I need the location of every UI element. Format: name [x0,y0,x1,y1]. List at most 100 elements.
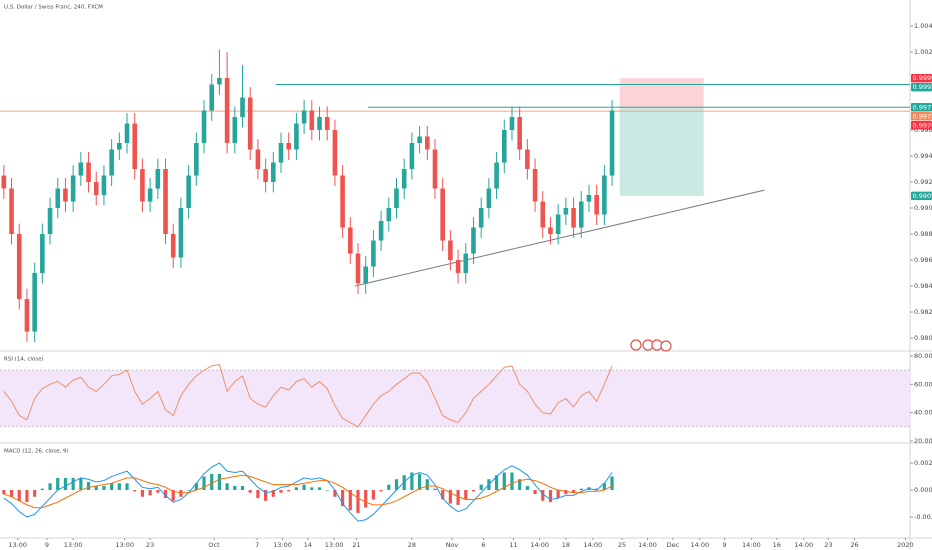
x-tick-label: 16 [773,541,781,549]
macd-histogram-bar [94,485,98,491]
candle-body [371,240,376,267]
macd-histogram-bar [340,490,345,507]
price-label: 0.99094 [913,192,932,200]
macd-histogram-bar [410,472,414,491]
macd-histogram-bar [202,476,206,491]
pane-title: RSI (14, close) [4,357,44,363]
stop-zone [619,78,704,108]
y-tick-label: 0.00000 [914,486,932,494]
candle-body [532,169,538,202]
macd-histogram-bar [256,490,260,499]
macd-histogram-bar [133,490,137,492]
x-tick-label: 13:00 [325,541,344,549]
candle-body [486,188,492,209]
macd-histogram-bar [140,490,145,497]
macd-histogram-bar [302,484,306,491]
event-icon[interactable] [660,340,672,352]
candle-body [317,117,322,131]
macd-histogram-bar [2,490,6,495]
x-tick-label: 14:00 [638,541,657,549]
candle-body [117,143,122,150]
macd-histogram-bar [248,490,252,493]
price-label-bg [911,103,932,112]
trend-line [354,189,765,287]
event-icons[interactable] [630,339,672,352]
candle-body [355,253,361,284]
macd-histogram-bar [464,490,468,500]
x-tick-label: 11 [509,541,517,549]
x-tick-label: 7 [255,541,259,549]
macd-line [3,462,613,522]
candle-body [271,162,276,183]
candle-body [340,175,345,228]
candle-body [494,162,499,189]
pane-title: MACD (12, 26, close, 9) [4,449,69,455]
candle-body [294,123,299,150]
y-tick-label: 0.98000 [914,334,932,342]
candle-body [509,117,515,131]
x-tick-label: Oct [208,541,220,549]
candle-body [178,208,184,258]
macd-histogram-bar [348,490,352,511]
x-tick-label: 14:00 [530,541,549,549]
macd-histogram-bar [40,488,44,491]
candle-body [440,188,445,241]
x-tick-label: 23 [146,541,154,549]
event-icon[interactable] [630,339,642,351]
candle-body [501,130,507,163]
macd-histogram-bar [533,490,537,495]
candle-body [455,260,461,274]
candle-body [63,188,68,202]
macd-histogram-bar [425,479,429,491]
candle-body [525,149,530,170]
macd-histogram-bar [187,490,191,491]
candle-body [109,149,114,176]
candle-body [186,175,191,209]
x-tick-label: 23 [824,541,832,549]
price-label: 0.99999 [913,74,932,82]
x-tick-label: 14:00 [742,541,761,549]
macd-histogram-bar [595,488,599,491]
rsi-line [3,363,613,428]
candle-body [70,175,76,202]
macd-histogram-bar [110,483,114,491]
macd-histogram-bar [264,490,268,501]
candle-body [93,182,99,196]
y-tick-label: 1.00400 [914,22,932,30]
x-tick-label: 6 [481,541,485,549]
macd-histogram-bar [171,490,175,501]
candle-body [40,234,45,274]
macd-histogram-bar [471,490,476,492]
x-tick-label: 14:00 [794,541,813,549]
candle-body [232,117,238,144]
x-tick-label: 28 [408,541,416,549]
macd-histogram-bar [518,479,522,491]
macd-histogram-bar [240,485,245,491]
macd-histogram-bar [71,477,75,491]
candle-body [301,110,307,124]
candle-body [324,117,330,131]
candle-body [255,149,261,170]
macd-histogram-bar [433,488,437,491]
macd-histogram-bar [17,490,21,501]
x-tick-label: 25 [618,541,626,549]
candle-body [263,169,268,183]
macd-histogram-bar [448,490,452,504]
macd-histogram-bar [194,483,198,491]
candle-body [140,169,145,202]
candle-body [163,169,168,235]
candle-body [378,221,384,241]
macd-histogram-bar [63,477,68,491]
macd-histogram-bar [510,472,514,491]
candle-body [571,208,576,228]
macd-histogram-bar [148,490,152,496]
y-tick-label: 20.00 [914,437,932,445]
price-label-bg [911,82,932,92]
y-tick-label: 0.98600 [914,256,932,264]
macd-histogram-bar [379,490,383,492]
x-tick-label: 13:00 [64,541,83,549]
candle-body [463,253,469,274]
macd-histogram-bar [479,484,483,491]
candle-body [240,97,245,118]
